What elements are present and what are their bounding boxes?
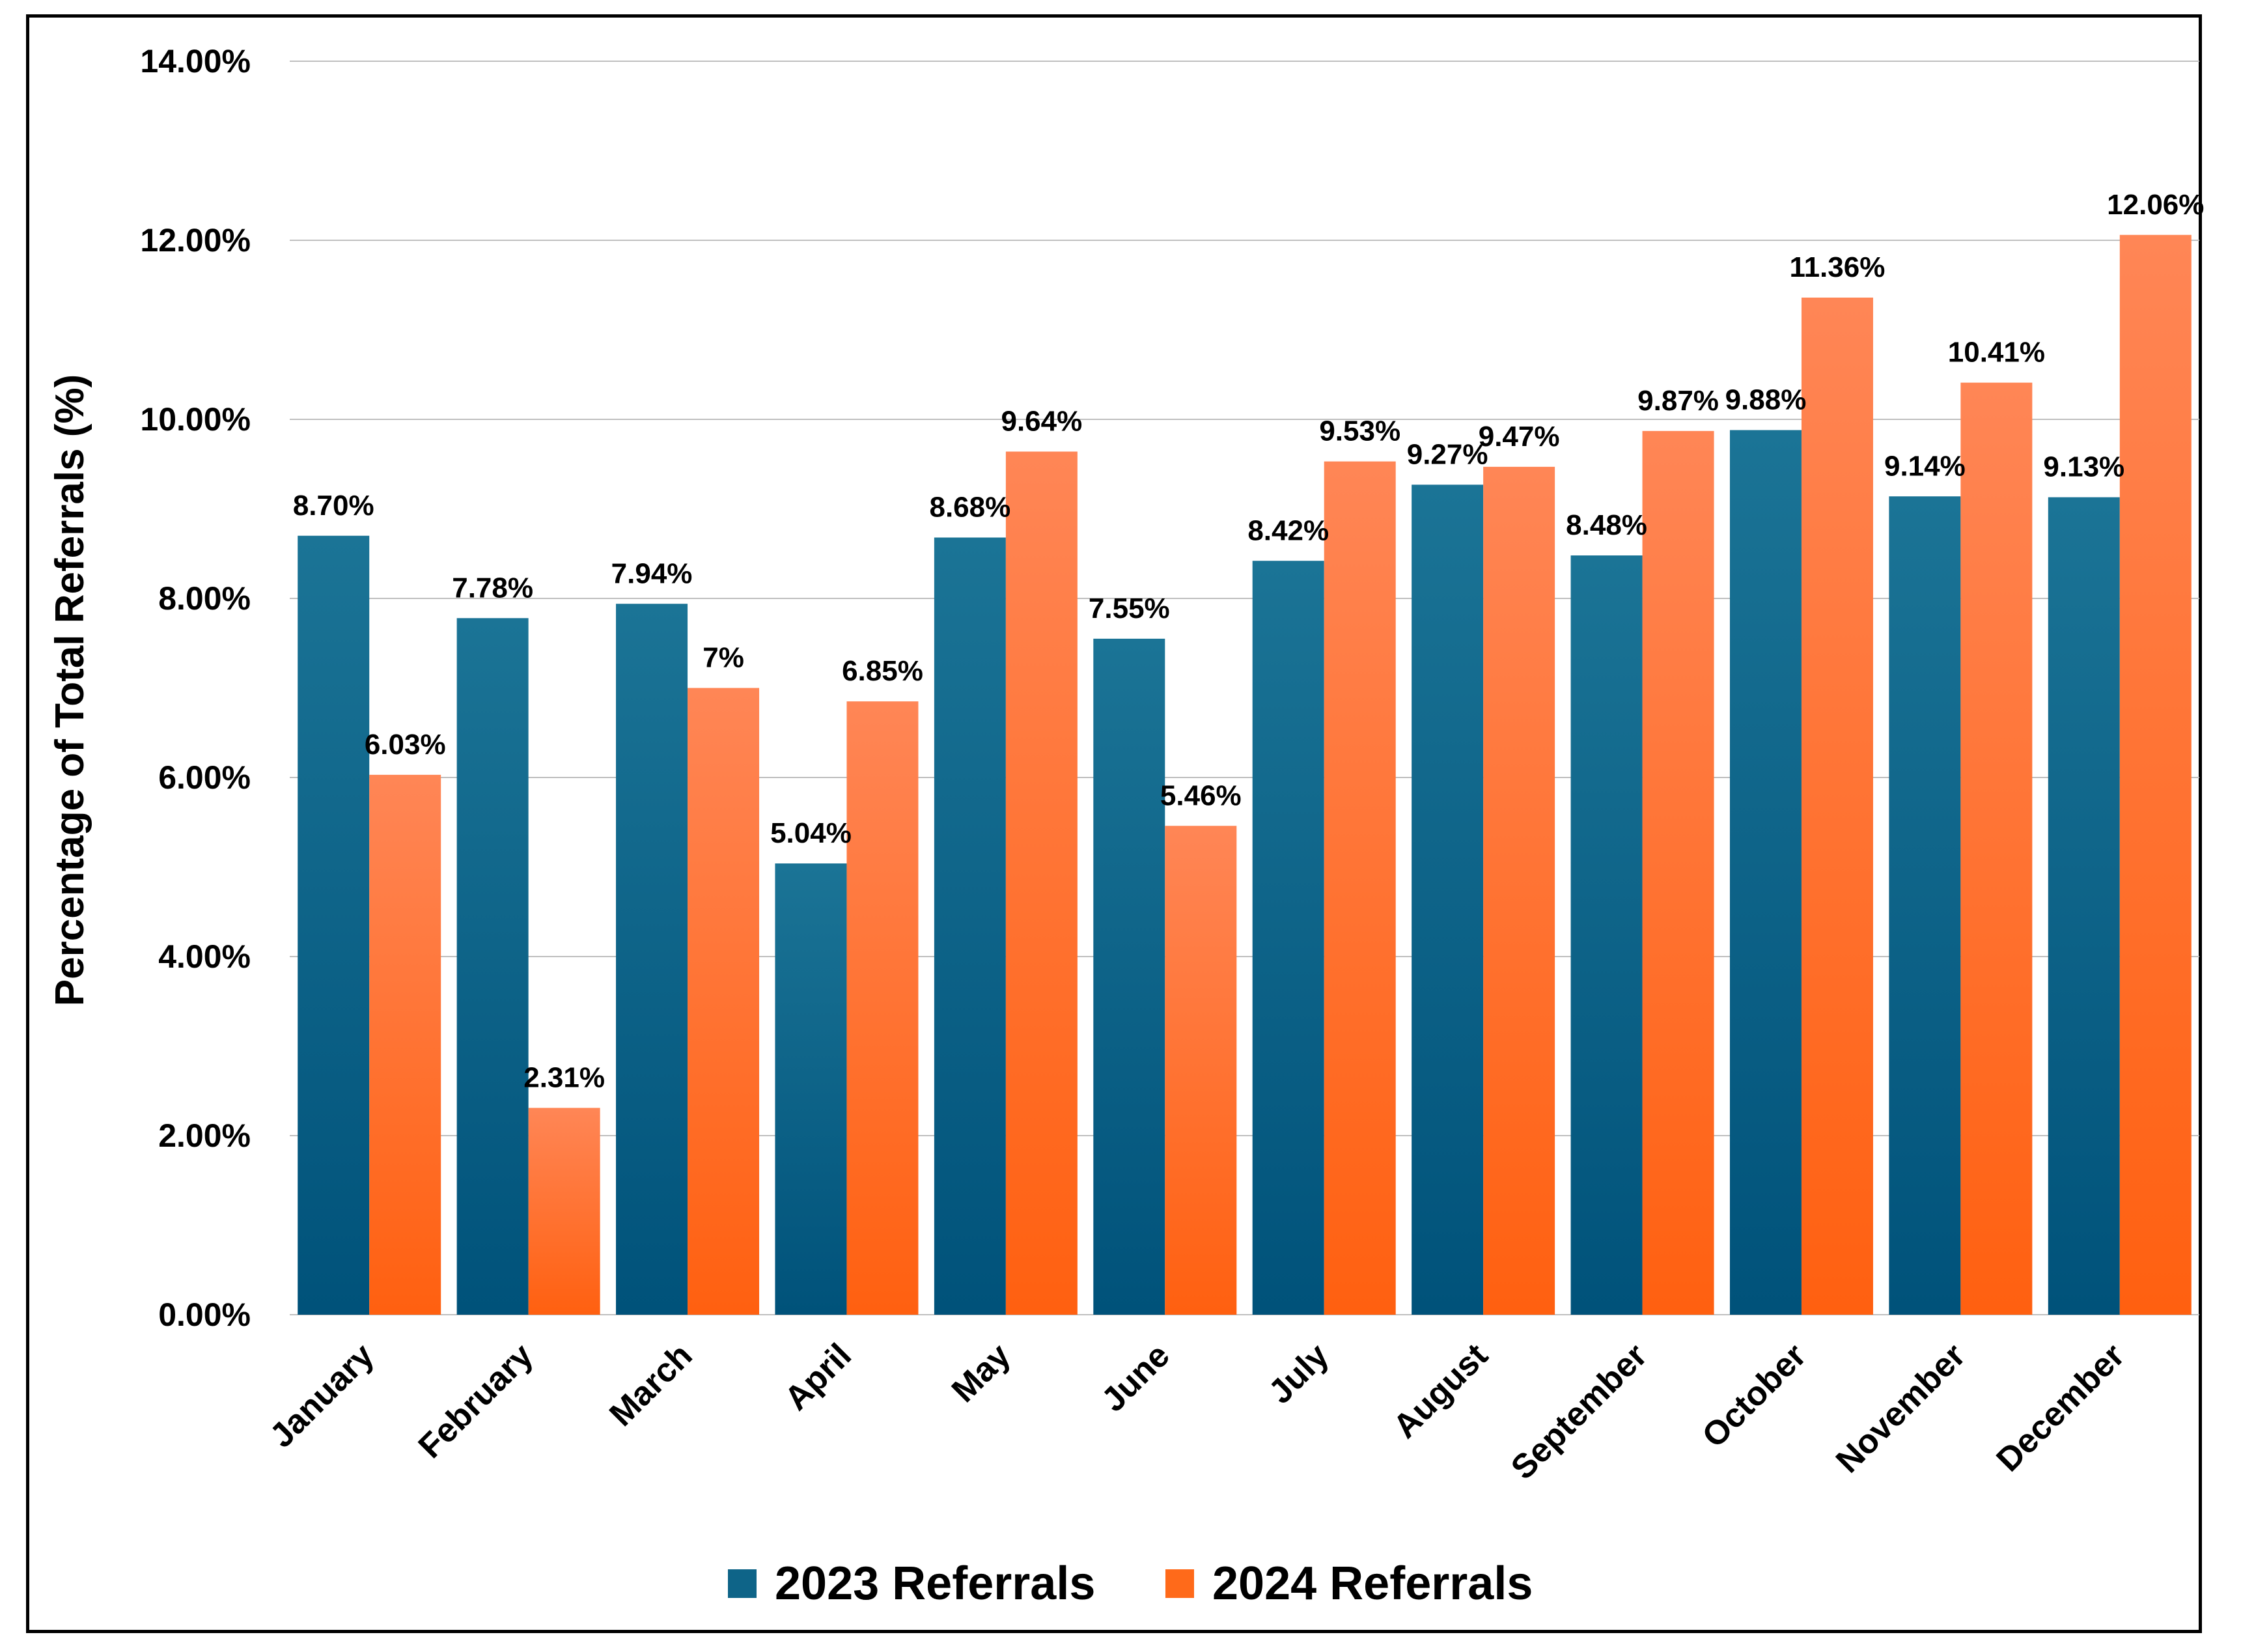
bar-2024-april	[846, 701, 919, 1315]
bar-2024-may	[1005, 451, 1078, 1315]
bar-2023-march	[616, 604, 688, 1315]
data-label: 2.31%	[523, 1061, 605, 1093]
data-labels: 8.70% 6.03% 7.78% 2.31% 7.94% 7% 5.04% 6.85% 8.6…	[293, 189, 2205, 1094]
bar-2024-june	[1165, 826, 1237, 1315]
data-label: 7.94%	[611, 557, 693, 589]
x-category-label: January	[263, 1336, 382, 1455]
y-tick-label: 2.00%	[158, 1117, 251, 1154]
bars	[298, 234, 2192, 1315]
y-tick-label: 4.00%	[158, 938, 251, 975]
bar-2023-august	[1412, 484, 1484, 1315]
data-label: 5.04%	[770, 817, 852, 849]
data-label: 9.88%	[1725, 384, 1807, 416]
legend: 2023 Referrals 2024 Referrals	[728, 1558, 1533, 1610]
data-label: 9.64%	[1001, 406, 1082, 438]
data-label: 8.42%	[1247, 514, 1329, 546]
data-label: 6.85%	[842, 655, 923, 687]
bar-2024-november	[1960, 382, 2033, 1315]
data-label: 8.70%	[293, 490, 374, 522]
y-axis-title: Percentage of Total Referrals (%)	[48, 374, 92, 1006]
legend-label: 2024 Referrals	[1212, 1558, 1533, 1610]
x-category-label: May	[945, 1336, 1018, 1410]
bar-2023-april	[775, 863, 847, 1315]
data-label: 9.14%	[1884, 450, 1966, 482]
bar-2023-may	[934, 537, 1006, 1315]
bar-2023-february	[456, 618, 529, 1315]
bar-2023-december	[2048, 497, 2120, 1315]
bar-2023-june	[1093, 638, 1165, 1315]
data-label: 5.46%	[1160, 779, 1242, 811]
data-label: 8.48%	[1566, 509, 1647, 541]
x-category-label: August	[1386, 1336, 1496, 1446]
data-label: 10.41%	[1948, 337, 2045, 369]
y-tick-label: 8.00%	[158, 580, 251, 617]
bar-2023-january	[298, 535, 370, 1315]
x-category-label: March	[602, 1336, 699, 1433]
data-label: 9.27%	[1407, 438, 1488, 470]
bar-2024-september	[1642, 430, 1714, 1315]
data-label: 9.87%	[1637, 385, 1719, 417]
data-label: 9.47%	[1479, 421, 1560, 453]
x-category-label: June	[1094, 1336, 1177, 1419]
bar-2024-july	[1324, 461, 1396, 1315]
x-category-label: February	[411, 1336, 540, 1465]
legend-label: 2023 Referrals	[775, 1558, 1095, 1610]
bar-2024-march	[688, 688, 760, 1315]
x-category-label: October	[1695, 1336, 1813, 1455]
x-category-label: April	[777, 1336, 859, 1418]
y-axis-ticks: 0.00% 2.00% 4.00% 6.00% 8.00% 10.00% 12.00% 14.…	[140, 43, 251, 1333]
x-category-label: December	[1989, 1336, 2132, 1479]
data-label: 7.78%	[452, 572, 533, 604]
x-axis-categories: January February March April May June July Augu…	[263, 1336, 2132, 1487]
bar-2024-october	[1801, 298, 1873, 1315]
data-label: 8.68%	[929, 492, 1010, 524]
x-category-label: September	[1504, 1336, 1654, 1487]
data-label: 7%	[703, 642, 744, 674]
data-label: 7.55%	[1089, 593, 1170, 624]
data-label: 11.36%	[1790, 251, 1886, 283]
y-tick-label: 14.00%	[140, 43, 251, 79]
legend-swatch	[728, 1569, 757, 1598]
y-tick-label: 6.00%	[158, 759, 251, 796]
legend-swatch	[1165, 1569, 1194, 1598]
bar-2024-december	[2119, 234, 2192, 1315]
data-label: 9.13%	[2043, 451, 2124, 483]
bar-2023-july	[1252, 561, 1324, 1315]
bar-2023-november	[1889, 496, 1961, 1315]
bar-2023-october	[1729, 430, 1802, 1315]
bar-2024-february	[528, 1108, 600, 1315]
data-label: 6.03%	[365, 729, 446, 761]
bar-2023-september	[1570, 555, 1643, 1315]
y-tick-label: 12.00%	[140, 222, 251, 259]
data-label: 12.06%	[2107, 189, 2204, 221]
x-category-label: November	[1829, 1336, 1973, 1480]
data-label: 9.53%	[1319, 415, 1400, 447]
y-tick-label: 0.00%	[158, 1296, 251, 1333]
gridlines	[290, 61, 2199, 1315]
y-tick-label: 10.00%	[140, 401, 251, 438]
bar-2024-january	[369, 774, 441, 1315]
bar-2024-august	[1483, 466, 1555, 1315]
x-category-label: July	[1262, 1336, 1337, 1411]
